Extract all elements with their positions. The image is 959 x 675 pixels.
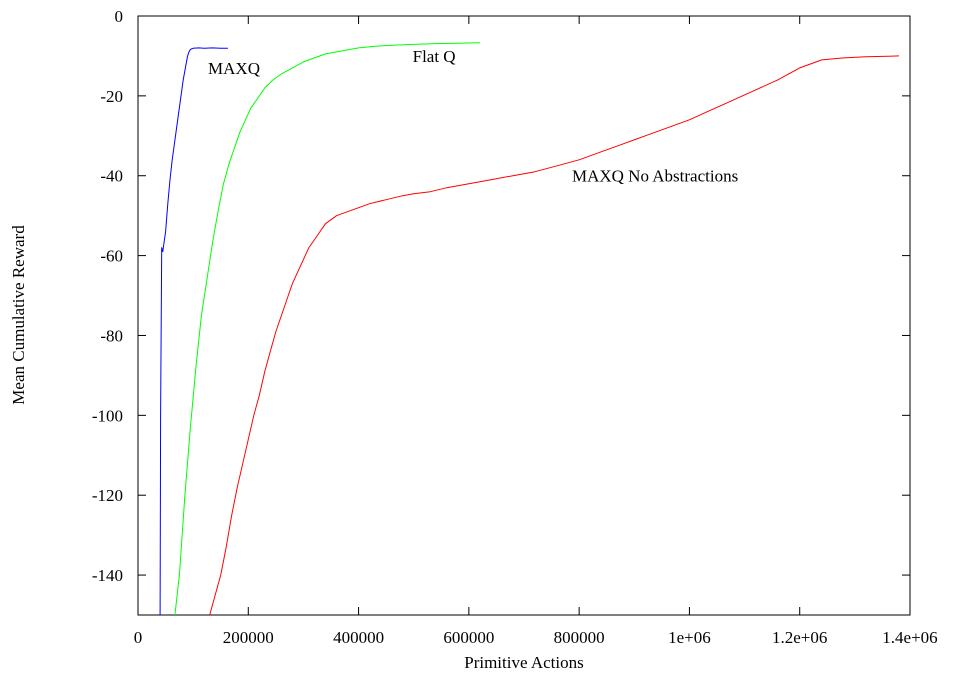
series-label: Flat Q [413, 47, 456, 66]
series-labels: MAXQ Flat Q MAXQ No Abstractions [208, 47, 738, 186]
x-tick-label: 200000 [223, 628, 274, 647]
y-tick-label: -40 [100, 167, 123, 186]
y-tick-label: -100 [92, 406, 123, 425]
y-tick-label: -80 [100, 326, 123, 345]
y-axis-label: Mean Cumulative Reward [9, 225, 28, 405]
series-label: MAXQ No Abstractions [572, 167, 738, 186]
x-tick-label: 1.4e+06 [882, 628, 937, 647]
x-tick-label: 0 [134, 628, 143, 647]
series-label: MAXQ [208, 59, 260, 78]
y-tick-label: -20 [100, 87, 123, 106]
y-tick-label: -120 [92, 486, 123, 505]
x-axis-label: Primitive Actions [464, 653, 583, 672]
y-tick-label: -140 [92, 566, 123, 585]
y-tick-label: 0 [115, 7, 124, 26]
x-tick-label: 1e+06 [668, 628, 711, 647]
x-tick-label: 1.2e+06 [772, 628, 827, 647]
plot-frame [137, 15, 911, 616]
axis-ticks: 0 200000 400000 600000 800000 1e+06 1.2e+06 1.4… [92, 7, 938, 647]
series-line [209, 55, 900, 616]
series-line [159, 47, 228, 616]
x-tick-label: 800000 [554, 628, 605, 647]
series-line [174, 42, 480, 616]
y-tick-label: -60 [100, 247, 123, 266]
x-tick-label: 600000 [443, 628, 494, 647]
x-tick-label: 400000 [333, 628, 384, 647]
series-group [159, 42, 900, 616]
